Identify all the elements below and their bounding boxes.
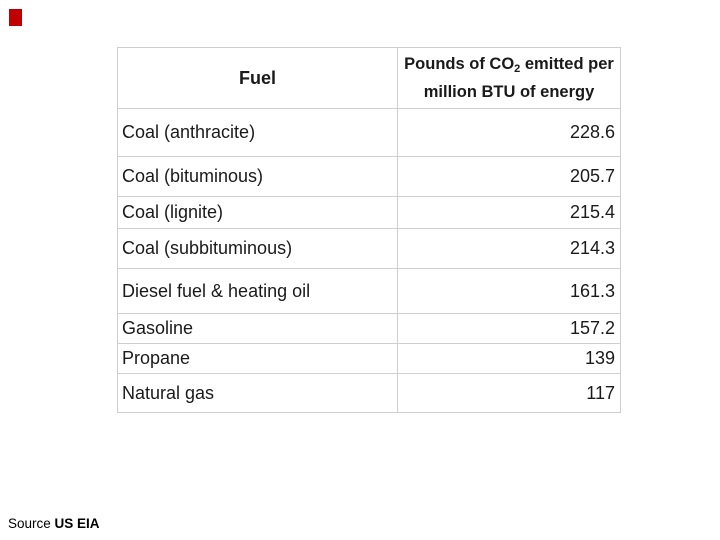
fuel-cell: Natural gas — [117, 373, 398, 413]
fuel-cell: Gasoline — [117, 313, 398, 344]
table-header-row: Fuel Pounds of CO2 emitted per million B… — [117, 47, 621, 109]
fuel-cell: Coal (bituminous) — [117, 156, 398, 197]
fuel-cell: Coal (anthracite) — [117, 108, 398, 157]
co2-subscript: 2 — [514, 63, 521, 75]
fuel-cell: Propane — [117, 343, 398, 374]
value-header-line1: Pounds of CO2 emitted per — [399, 51, 620, 79]
emissions-table: Fuel Pounds of CO2 emitted per million B… — [117, 47, 621, 413]
source-note: Source US EIA — [8, 516, 100, 531]
value-cell: 228.6 — [397, 108, 621, 157]
source-name: US EIA — [54, 516, 100, 531]
fuel-cell: Coal (lignite) — [117, 196, 398, 229]
value-cell: 161.3 — [397, 268, 621, 314]
value-cell: 205.7 — [397, 156, 621, 197]
value-cell: 139 — [397, 343, 621, 374]
table-row: Coal (subbituminous) 214.3 — [117, 228, 621, 269]
value-cell: 117 — [397, 373, 621, 413]
value-header-line1-suffix: emitted per — [520, 55, 614, 73]
fuel-cell: Coal (subbituminous) — [117, 228, 398, 269]
table-row: Propane 139 — [117, 343, 621, 374]
fuel-cell: Diesel fuel & heating oil — [117, 268, 398, 314]
table-row: Coal (bituminous) 205.7 — [117, 156, 621, 197]
value-column-header: Pounds of CO2 emitted per million BTU of… — [397, 47, 621, 109]
value-cell: 214.3 — [397, 228, 621, 269]
value-cell: 157.2 — [397, 313, 621, 344]
table-row: Gasoline 157.2 — [117, 313, 621, 344]
value-cell: 215.4 — [397, 196, 621, 229]
table-row: Diesel fuel & heating oil 161.3 — [117, 268, 621, 314]
table-row: Coal (lignite) 215.4 — [117, 196, 621, 229]
red-accent-square — [9, 9, 22, 26]
value-header-line1-prefix: Pounds of CO — [404, 55, 515, 73]
table-row: Natural gas 117 — [117, 373, 621, 413]
source-label: Source — [8, 516, 55, 531]
fuel-column-header: Fuel — [117, 47, 398, 109]
table-row: Coal (anthracite) 228.6 — [117, 108, 621, 157]
value-header-line2: million BTU of energy — [423, 83, 595, 101]
